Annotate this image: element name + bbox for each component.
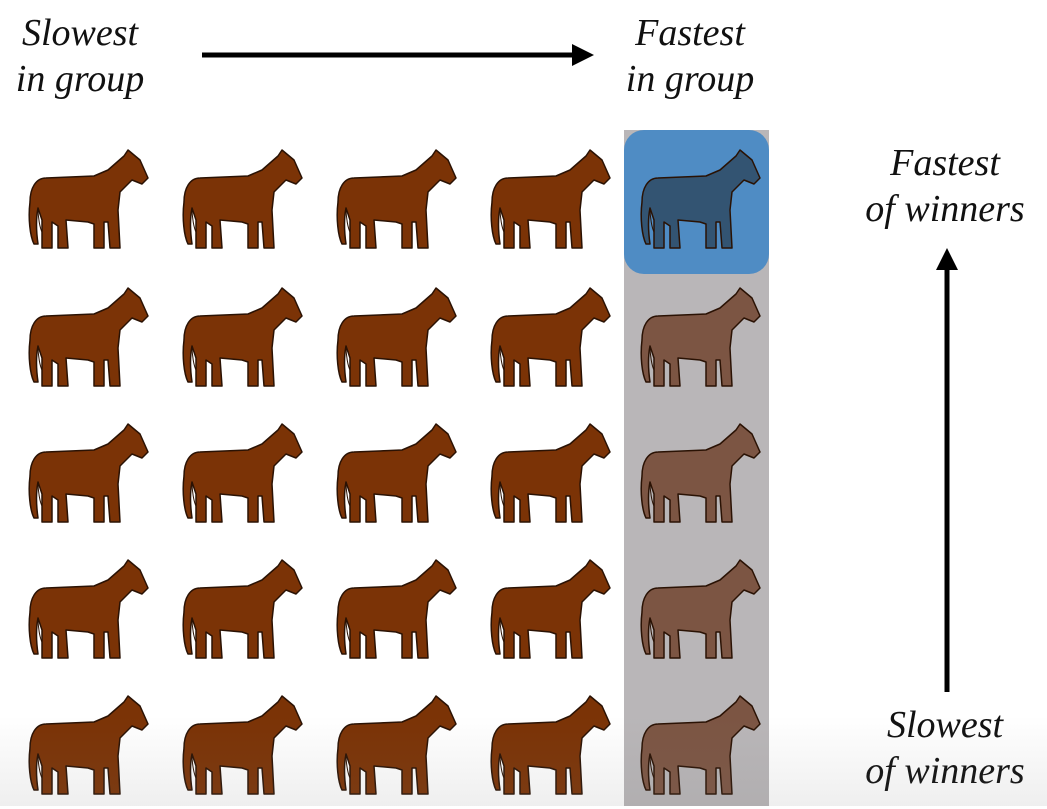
horse-icon: [332, 286, 458, 396]
horse-icon: [332, 694, 458, 804]
slowest-of-winners-line2: of winners: [865, 750, 1025, 792]
horse-icon: [178, 148, 304, 258]
slowest-of-winners-line1: Slowest: [886, 704, 1004, 746]
horse-icon: [24, 286, 150, 396]
fastest-in-group-label: Fastest in group: [608, 10, 772, 102]
horse-icon: [332, 148, 458, 258]
horse-icon: [486, 286, 612, 396]
horse-icon: [332, 422, 458, 532]
horse-icon: [178, 694, 304, 804]
horse-icon: [24, 558, 150, 668]
horse-icon: [636, 286, 762, 396]
horse-icon: [24, 694, 150, 804]
horse-icon: [178, 558, 304, 668]
slowest-in-group-line1: Slowest: [21, 12, 139, 54]
horse-icon: [486, 148, 612, 258]
fastest-in-group-line1: Fastest: [635, 12, 745, 54]
fastest-of-winners-line2: of winners: [865, 188, 1025, 230]
horse-icon: [486, 422, 612, 532]
arrow-right-icon: [202, 44, 594, 66]
fastest-in-group-line2: in group: [625, 58, 755, 100]
horse-icon: [24, 148, 150, 258]
horse-icon: [178, 286, 304, 396]
horse-icon: [636, 694, 762, 804]
slowest-of-winners-label: Slowest of winners: [850, 702, 1040, 794]
fastest-of-winners-line1: Fastest: [890, 142, 1000, 184]
horse-icon: [636, 558, 762, 668]
horse-icon: [178, 422, 304, 532]
horse-icon: [486, 694, 612, 804]
horse-icon: [486, 558, 612, 668]
fastest-of-winners-label: Fastest of winners: [850, 140, 1040, 232]
horse-icon: [636, 422, 762, 532]
horse-icon: [636, 148, 762, 258]
horse-icon: [332, 558, 458, 668]
slowest-in-group-label: Slowest in group: [2, 10, 158, 102]
arrow-up-icon: [936, 248, 958, 692]
horse-icon: [24, 422, 150, 532]
slowest-in-group-line2: in group: [15, 58, 145, 100]
